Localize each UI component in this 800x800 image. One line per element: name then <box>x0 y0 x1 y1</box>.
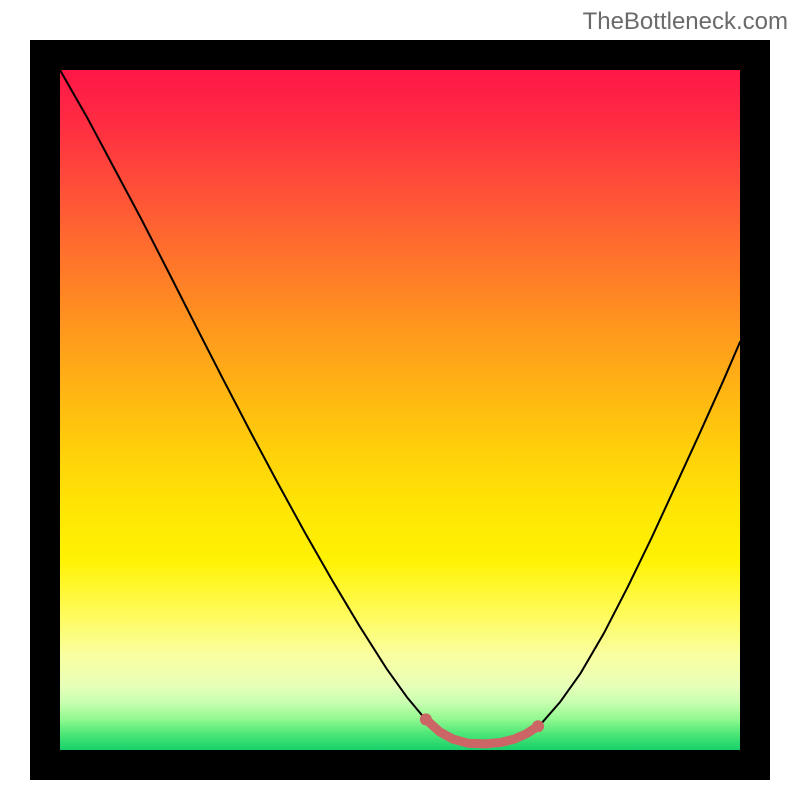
highlight-start-dot <box>420 713 432 725</box>
chart-area <box>30 40 770 780</box>
chart-frame: TheBottleneck.com <box>0 0 800 800</box>
watermark-text: TheBottleneck.com <box>583 8 788 36</box>
highlight-end-dot <box>532 720 544 732</box>
bottleneck-curve-chart <box>30 40 770 780</box>
chart-background <box>60 70 740 750</box>
